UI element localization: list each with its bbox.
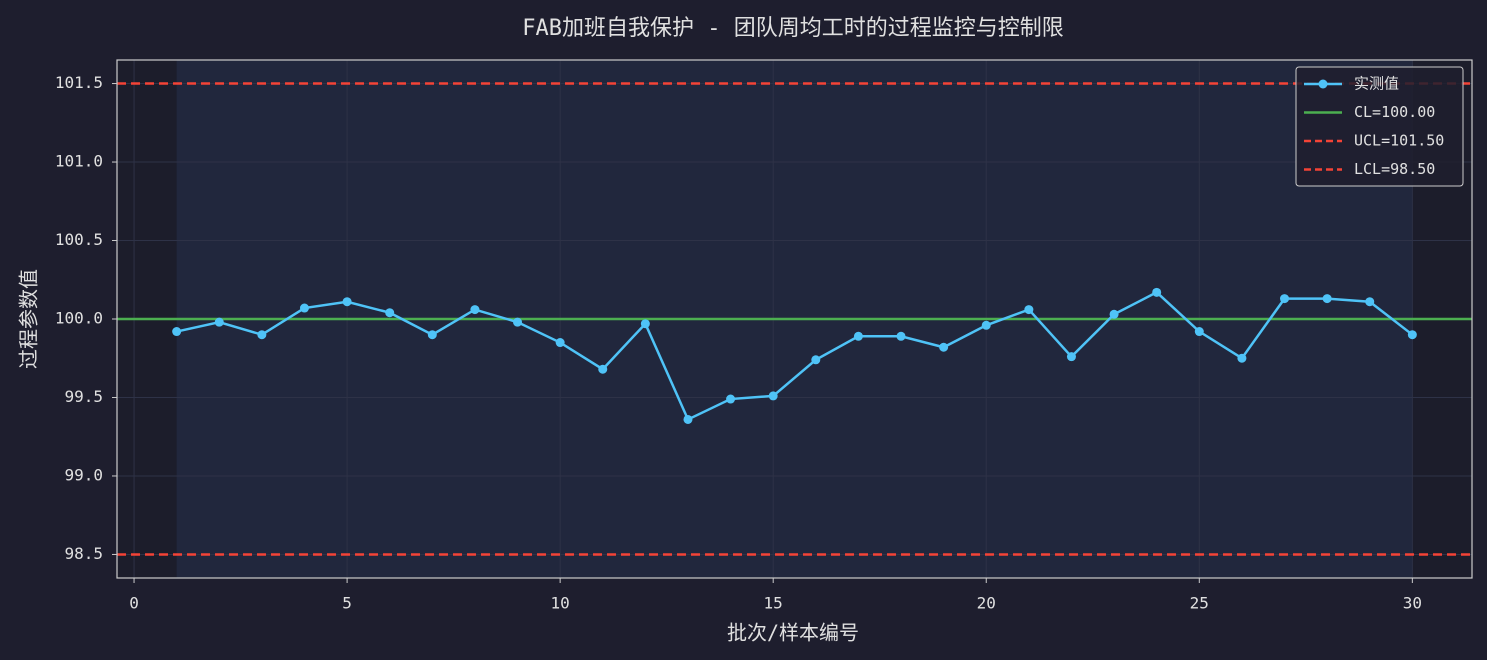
x-tick-label: 10 bbox=[551, 594, 570, 613]
point bbox=[257, 330, 267, 340]
point bbox=[1280, 294, 1290, 304]
legend-label: 实测值 bbox=[1354, 75, 1399, 93]
point bbox=[811, 355, 821, 365]
y-axis-label: 过程参数值 bbox=[17, 269, 41, 369]
point bbox=[1066, 352, 1076, 362]
point bbox=[1322, 294, 1332, 304]
y-tick-label: 100.5 bbox=[55, 230, 103, 249]
legend-label: CL=100.00 bbox=[1354, 103, 1435, 121]
y-tick-label: 101.0 bbox=[55, 152, 103, 171]
legend-marker bbox=[1318, 79, 1328, 89]
chart-title: FAB加班自我保护 - 团队周均工时的过程监控与控制限 bbox=[522, 16, 1063, 41]
series-line bbox=[176, 290, 1414, 422]
point bbox=[896, 331, 906, 341]
x-tick-label: 25 bbox=[1190, 594, 1209, 613]
point bbox=[1109, 309, 1119, 319]
point bbox=[1237, 353, 1247, 363]
x-tick-label: 30 bbox=[1403, 594, 1422, 613]
legend: 实测值 CL=100.00 UCL=101.50 LCL=98.50 bbox=[1295, 66, 1464, 187]
x-tick-label: 20 bbox=[977, 594, 996, 613]
point bbox=[172, 327, 182, 337]
point bbox=[470, 305, 480, 315]
point bbox=[683, 414, 693, 424]
point bbox=[214, 317, 224, 327]
axes-frame bbox=[116, 59, 1473, 579]
point bbox=[1152, 287, 1162, 297]
y-tick-label: 100.0 bbox=[55, 309, 103, 328]
point bbox=[427, 330, 437, 340]
point bbox=[513, 317, 523, 327]
legend-label: UCL=101.50 bbox=[1354, 132, 1444, 150]
y-tick-label: 99.0 bbox=[64, 465, 103, 484]
legend-label: LCL=98.50 bbox=[1354, 160, 1435, 178]
x-axis-label: 批次/样本编号 bbox=[727, 621, 859, 645]
y-tick-label: 101.5 bbox=[55, 73, 103, 92]
point bbox=[555, 338, 565, 348]
point bbox=[726, 394, 736, 404]
x-tick-label: 0 bbox=[129, 594, 139, 613]
point bbox=[768, 391, 778, 401]
point bbox=[1024, 305, 1034, 315]
x-tick-label: 15 bbox=[764, 594, 783, 613]
point bbox=[299, 303, 309, 313]
point bbox=[1194, 327, 1204, 337]
point bbox=[853, 331, 863, 341]
point bbox=[342, 297, 352, 307]
point bbox=[981, 320, 991, 330]
point bbox=[1365, 297, 1375, 307]
point bbox=[640, 319, 650, 329]
y-tick-label: 99.5 bbox=[64, 387, 103, 406]
point bbox=[598, 364, 608, 374]
point bbox=[1407, 330, 1417, 340]
point bbox=[939, 342, 949, 352]
point bbox=[385, 308, 395, 318]
y-tick-label: 98.5 bbox=[64, 544, 103, 563]
x-tick-label: 5 bbox=[342, 594, 352, 613]
legend-box bbox=[1295, 66, 1464, 187]
